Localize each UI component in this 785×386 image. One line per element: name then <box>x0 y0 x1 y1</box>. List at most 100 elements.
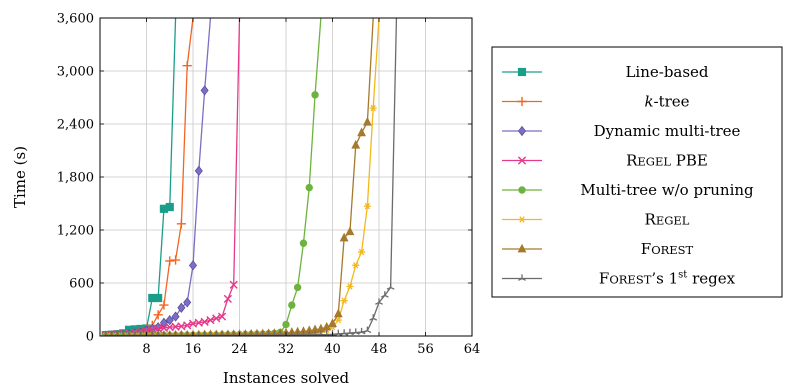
data-point-0-11 <box>165 202 174 212</box>
legend-marker-4 <box>518 186 526 194</box>
legend-item-1: k-tree <box>502 93 690 111</box>
data-point-4-33 <box>293 283 302 292</box>
data-point-7-5 <box>133 331 137 336</box>
y-tick-label: 2,400 <box>57 118 94 133</box>
x-tick-label: 40 <box>324 342 341 357</box>
series-5 <box>102 18 380 336</box>
legend-label-5: REGEL <box>645 211 690 229</box>
data-point-7-49 <box>386 283 395 290</box>
y-tick-label: 3,000 <box>57 65 94 80</box>
x-tick-label: 16 <box>185 342 202 357</box>
data-point-1-13 <box>176 219 186 229</box>
data-point-3-18 <box>206 316 215 325</box>
y-tick-label: 600 <box>69 277 94 292</box>
data-point-2-16 <box>194 165 203 176</box>
series-line-3 <box>105 18 241 336</box>
series-4 <box>102 18 322 336</box>
legend-item-6: FOREST <box>502 240 694 258</box>
legend-marker-2 <box>518 125 526 137</box>
data-point-7-9 <box>156 331 161 336</box>
data-point-7-28 <box>265 331 272 336</box>
data-point-7-6 <box>138 331 143 336</box>
data-point-1-10 <box>159 300 169 310</box>
axes <box>99 17 473 337</box>
data-point-4-34 <box>299 239 308 247</box>
data-point-6-39 <box>328 318 337 328</box>
data-point-7-2 <box>115 331 120 336</box>
data-point-2-11 <box>165 315 174 326</box>
data-point-5-46 <box>369 104 377 112</box>
data-point-2-17 <box>200 85 209 96</box>
series-0 <box>101 18 177 336</box>
x-tick-label: 48 <box>371 342 388 357</box>
data-point-7-1 <box>109 331 114 336</box>
data-point-2-13 <box>177 302 186 313</box>
data-point-6-45 <box>362 116 372 126</box>
data-point-1-9 <box>153 310 163 320</box>
series-1 <box>101 18 194 336</box>
data-point-1-14 <box>182 61 192 71</box>
data-point-7-45 <box>363 326 372 334</box>
data-point-3-20 <box>217 312 227 321</box>
data-point-1-12 <box>170 255 181 265</box>
data-point-4-35 <box>305 183 313 192</box>
legend-label-0: Line-based <box>625 63 708 81</box>
legend-item-2: Dynamic multi-tree <box>502 122 741 140</box>
y-tick-label: 0 <box>86 330 94 345</box>
legend-marker-6 <box>517 243 527 253</box>
data-point-5-40 <box>334 316 342 324</box>
data-point-4-36 <box>311 91 319 99</box>
x-tick-label: 8 <box>142 342 150 357</box>
legend-item-7: FOREST’s 1st regex <box>502 270 736 288</box>
series-2 <box>101 18 212 336</box>
x-axis-title: Instances solved <box>223 369 350 386</box>
legend: Line-based k-tree Dynamic multi-tree REGEL … <box>491 46 783 298</box>
data-point-7-0 <box>104 331 108 336</box>
legend-label-4: Multi-tree w/o pruning <box>580 181 754 199</box>
data-point-5-45 <box>363 202 371 210</box>
legend-item-0: Line-based <box>502 63 709 81</box>
data-point-5-43 <box>352 262 360 269</box>
data-point-3-19 <box>212 314 221 323</box>
legend-label-6: FOREST <box>641 240 694 258</box>
data-point-4-32 <box>288 301 296 309</box>
data-point-6-42 <box>345 226 355 236</box>
legend-item-5: REGEL <box>502 211 690 229</box>
data-point-7-46 <box>369 314 378 321</box>
data-point-5-44 <box>357 248 366 256</box>
grid-lines <box>100 17 473 337</box>
data-point-3-14 <box>183 321 192 330</box>
data-point-4-31 <box>282 320 290 329</box>
data-point-7-37 <box>316 330 325 336</box>
legend-label-3: REGEL PBE <box>626 152 708 170</box>
data-point-7-4 <box>127 331 131 336</box>
tick-labels: 8 16 24 32 40 48 56 64 0 600 1,200 1,800 2,400 3,000 3… <box>57 12 480 358</box>
data-point-3-17 <box>200 317 209 326</box>
y-tick-label: 3,600 <box>57 12 94 27</box>
x-tick-label: 32 <box>278 342 295 357</box>
series-line-0 <box>105 18 177 336</box>
y-axis-title: Time (s) <box>11 146 29 208</box>
data-point-1-11 <box>165 256 175 266</box>
x-tick-label: 56 <box>417 342 434 357</box>
legend-item-4: Multi-tree w/o pruning <box>502 181 754 199</box>
y-tick-label: 1,200 <box>57 224 94 239</box>
data-point-3-22 <box>229 280 238 289</box>
legend-label-7: FOREST’s 1st regex <box>599 270 736 288</box>
y-tick-label: 1,800 <box>57 171 94 186</box>
legend-box <box>491 46 783 298</box>
legend-marker-3 <box>517 156 527 165</box>
data-point-7-48 <box>380 291 389 298</box>
data-point-6-40 <box>333 308 343 318</box>
data-point-2-14 <box>183 297 192 308</box>
data-point-5-41 <box>340 297 348 304</box>
x-tick-label: 24 <box>231 342 248 357</box>
x-tick-label: 64 <box>464 342 481 357</box>
data-point-2-15 <box>189 260 197 271</box>
legend-label-2: Dynamic multi-tree <box>594 122 741 140</box>
data-point-6-41 <box>339 232 349 242</box>
data-point-6-43 <box>351 139 361 149</box>
data-point-7-3 <box>121 331 125 336</box>
data-point-5-42 <box>346 283 354 290</box>
data-point-7-10 <box>161 331 166 336</box>
